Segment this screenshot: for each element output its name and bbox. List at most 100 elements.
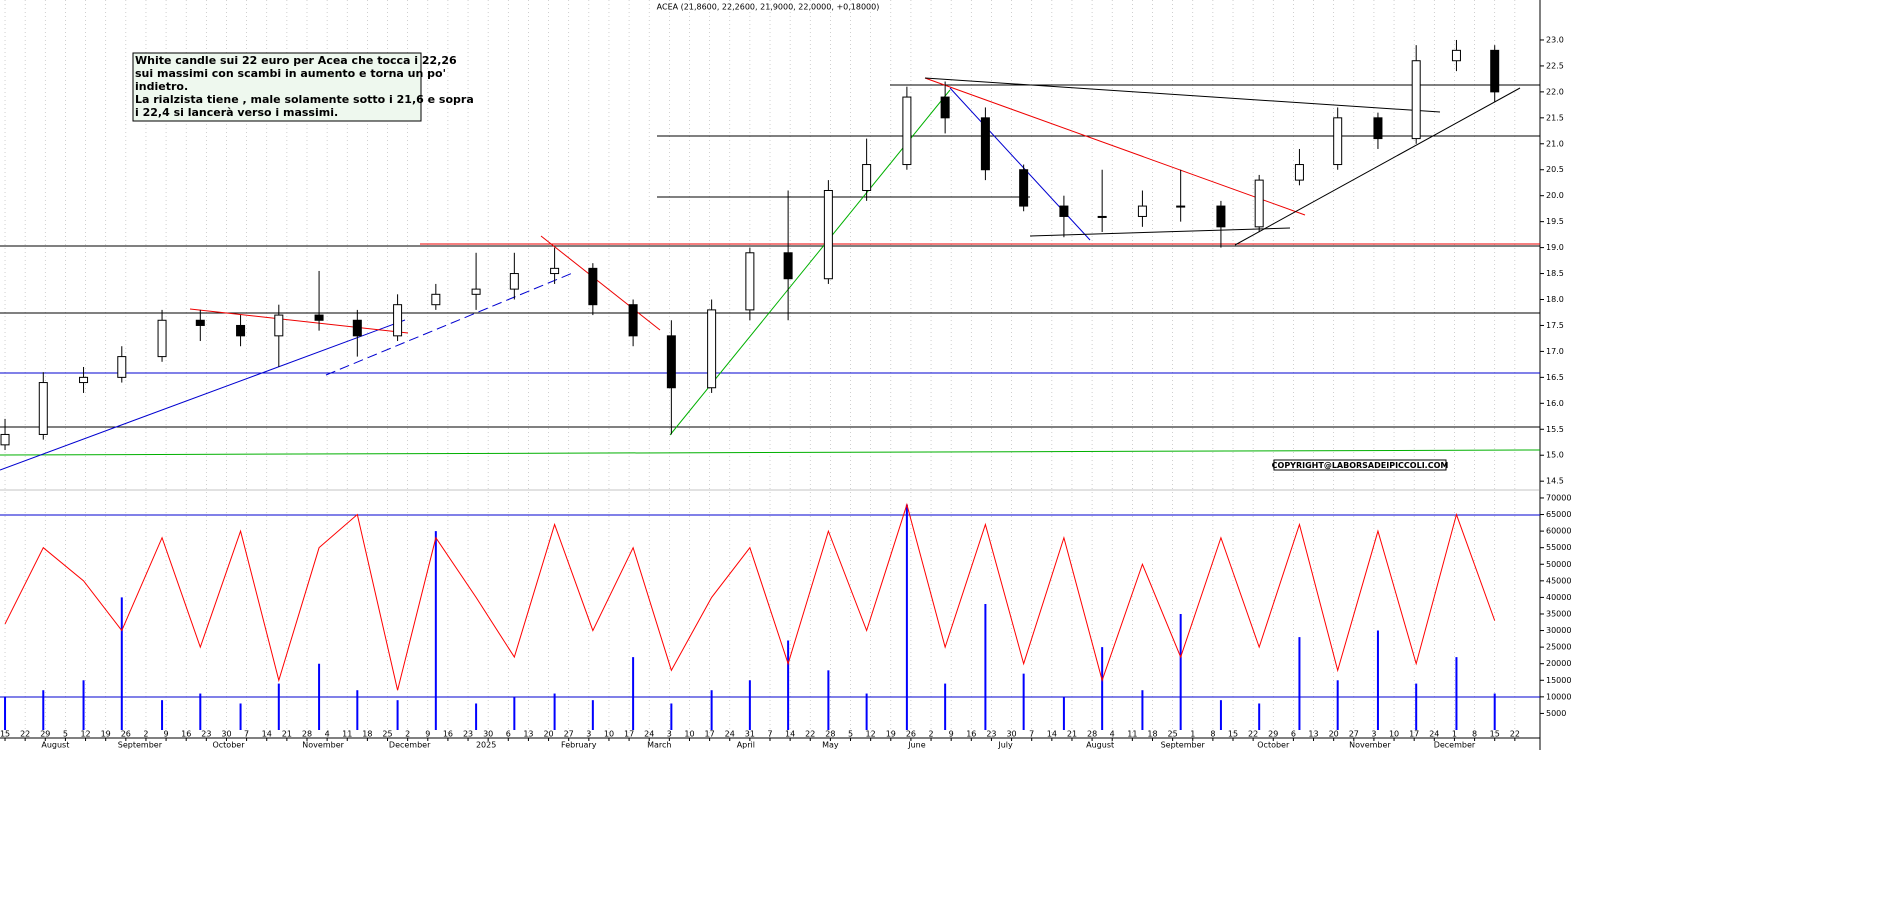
x-tick-label: 15 xyxy=(1490,730,1500,739)
month-label: November xyxy=(302,741,344,750)
x-tick-label: 17 xyxy=(624,730,634,739)
x-tick-label: 27 xyxy=(1349,730,1359,739)
oscillator-line xyxy=(4,502,1496,691)
candle-body xyxy=(1254,179,1264,228)
x-tick-label: 26 xyxy=(121,730,131,739)
x-tick-label: 7 xyxy=(767,730,772,739)
candle-body xyxy=(707,309,717,389)
month-label: October xyxy=(1257,741,1290,750)
x-tick-label: 10 xyxy=(684,730,694,739)
x-tick-label: 5 xyxy=(63,730,68,739)
y-tick-label: 20.0 xyxy=(1546,191,1564,200)
y-tick-label: 15000 xyxy=(1546,676,1571,685)
month-label: December xyxy=(1434,741,1476,750)
x-tick-label: 2 xyxy=(143,730,148,739)
y-tick-label: 15.0 xyxy=(1546,451,1564,460)
y-tick-label: 18.0 xyxy=(1546,295,1564,304)
trend-line xyxy=(924,77,1306,216)
candle-body xyxy=(471,288,481,295)
x-tick-label: 24 xyxy=(725,730,735,739)
x-tick-label: 12 xyxy=(80,730,90,739)
y-tick-label: 23.0 xyxy=(1546,35,1564,44)
candle-body xyxy=(588,267,598,306)
x-tick-label: 23 xyxy=(986,730,996,739)
annotation-line: White candle sui 22 euro per Acea che to… xyxy=(135,54,457,67)
candle-body xyxy=(0,433,10,446)
x-tick-label: 20 xyxy=(1329,730,1339,739)
month-label: September xyxy=(118,741,163,750)
candle-body xyxy=(236,324,246,337)
x-tick-label: 28 xyxy=(1087,730,1097,739)
candle-body xyxy=(783,252,793,280)
candle-body xyxy=(666,335,676,389)
x-tick-label: 3 xyxy=(1371,730,1376,739)
trend-line xyxy=(1234,87,1521,246)
x-tick-label: 11 xyxy=(1127,730,1137,739)
month-label: April xyxy=(737,741,755,750)
y-tick-label: 5000 xyxy=(1546,709,1566,718)
candle-body xyxy=(1333,117,1343,166)
annotation-line: La rialzista tiene , male solamente sott… xyxy=(135,93,474,106)
y-tick-label: 40000 xyxy=(1546,593,1571,602)
y-tick-label: 30000 xyxy=(1546,626,1571,635)
month-label: March xyxy=(647,741,671,750)
month-label: September xyxy=(1161,741,1206,750)
x-tick-label: 29 xyxy=(40,730,50,739)
x-tick-label: 3 xyxy=(586,730,591,739)
candle-body xyxy=(1216,205,1226,228)
x-tick-label: 17 xyxy=(1409,730,1419,739)
y-tick-label: 17.5 xyxy=(1546,321,1564,330)
x-tick-label: 11 xyxy=(342,730,352,739)
x-tick-label: 2 xyxy=(928,730,933,739)
month-label: August xyxy=(41,741,69,750)
y-tick-label: 22.0 xyxy=(1546,87,1564,96)
candle-body xyxy=(117,356,127,378)
trend-line xyxy=(325,271,576,376)
x-tick-label: 18 xyxy=(362,730,372,739)
candle-body xyxy=(940,96,950,119)
x-tick-label: 16 xyxy=(443,730,453,739)
x-tick-label: 22 xyxy=(805,730,815,739)
x-tick-label: 1 xyxy=(1190,730,1195,739)
month-label: November xyxy=(1349,741,1391,750)
y-tick-label: 20000 xyxy=(1546,659,1571,668)
x-tick-label: 28 xyxy=(825,730,835,739)
x-tick-label: 29 xyxy=(1268,730,1278,739)
y-tick-label: 19.0 xyxy=(1546,243,1564,252)
x-tick-label: 22 xyxy=(1248,730,1258,739)
y-tick-label: 15.5 xyxy=(1546,425,1564,434)
y-tick-label: 20.5 xyxy=(1546,165,1564,174)
x-tick-label: 9 xyxy=(164,730,169,739)
x-tick-label: 13 xyxy=(1308,730,1318,739)
candle-body xyxy=(1490,49,1500,93)
candle-body xyxy=(1294,164,1304,181)
candle-body xyxy=(1451,49,1461,62)
x-tick-label: 23 xyxy=(201,730,211,739)
candle-body xyxy=(314,314,324,321)
month-label: 2025 xyxy=(476,741,496,750)
month-label: February xyxy=(561,741,597,750)
candle-body xyxy=(157,319,167,358)
y-tick-label: 70000 xyxy=(1546,493,1571,502)
candle-body xyxy=(823,189,833,280)
x-tick-label: 6 xyxy=(506,730,511,739)
x-tick-label: 30 xyxy=(221,730,231,739)
x-tick-label: 30 xyxy=(483,730,493,739)
x-tick-label: 21 xyxy=(1067,730,1077,739)
candle-body xyxy=(352,319,362,337)
x-tick-label: 4 xyxy=(1110,730,1115,739)
x-tick-label: 5 xyxy=(848,730,853,739)
x-tick-label: 16 xyxy=(181,730,191,739)
x-tick-label: 12 xyxy=(866,730,876,739)
candle-body xyxy=(1137,205,1147,217)
month-label: May xyxy=(822,741,839,750)
y-tick-label: 21.5 xyxy=(1546,113,1564,122)
candle-body xyxy=(862,164,872,191)
x-tick-label: 25 xyxy=(1168,730,1178,739)
y-tick-label: 55000 xyxy=(1546,543,1571,552)
candle-body xyxy=(195,319,205,326)
trend-line xyxy=(0,319,406,471)
x-tick-label: 28 xyxy=(302,730,312,739)
candle-body xyxy=(1176,205,1186,208)
plot xyxy=(0,39,1500,730)
